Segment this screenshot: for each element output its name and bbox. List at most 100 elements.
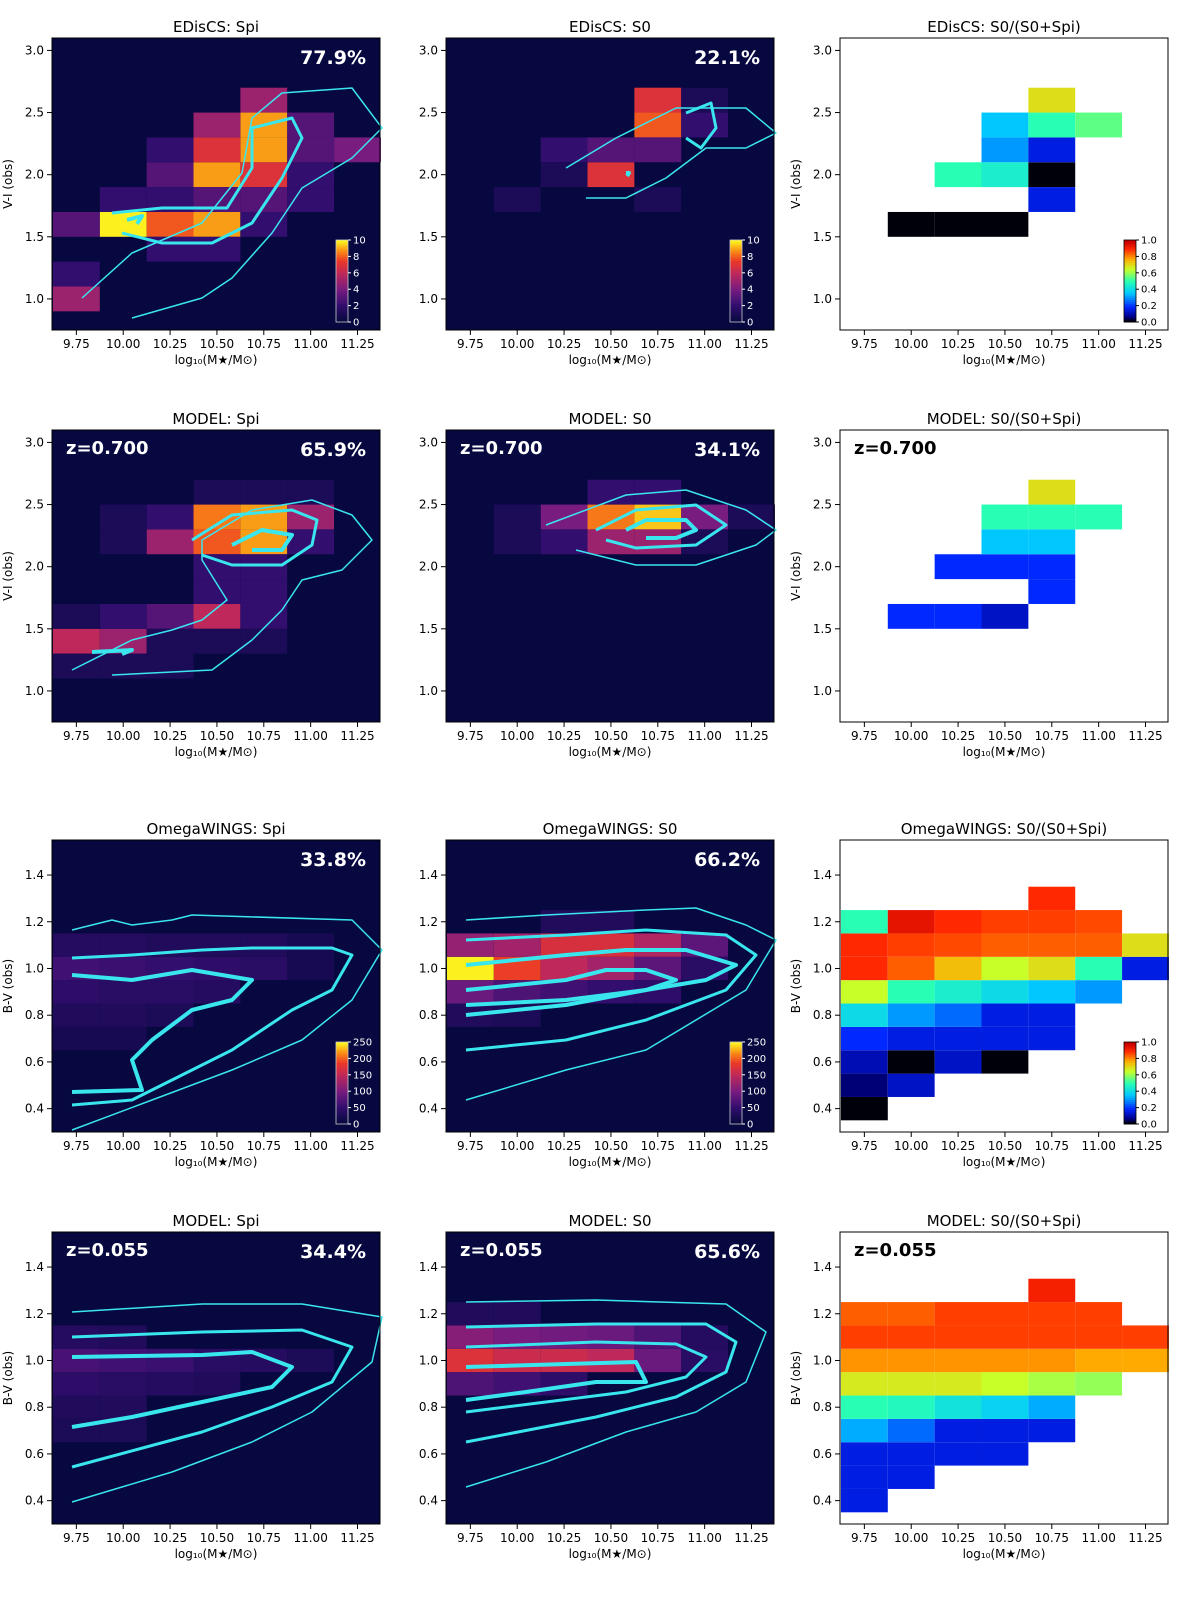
heatmap-cell — [934, 1418, 982, 1443]
heatmap-cell — [1122, 933, 1169, 957]
colorbar-segment — [336, 305, 348, 309]
heatmap-cell — [99, 1348, 147, 1373]
colorbar-segment — [336, 311, 348, 315]
colorbar-segment — [1124, 1054, 1136, 1057]
heatmap-cell — [52, 653, 100, 679]
x-tick-label: 11.25 — [1128, 729, 1162, 743]
colorbar-segment — [336, 315, 348, 319]
x-tick-label: 10.75 — [641, 337, 675, 351]
y-tick-label: 1.5 — [813, 230, 832, 244]
density-contour — [565, 107, 777, 199]
colorbar-segment — [1124, 311, 1136, 315]
colorbar-segment — [336, 1097, 348, 1100]
x-tick-label: 11.25 — [734, 1139, 768, 1153]
colorbar-segment — [336, 1062, 348, 1066]
heatmap-cell — [52, 261, 100, 287]
colorbar-segment — [1124, 1109, 1136, 1113]
colorbar-segment — [1124, 1121, 1136, 1125]
heatmap-cell — [1075, 504, 1123, 530]
heatmap-cell — [1028, 579, 1076, 604]
chart-panel-3: MODEL: Spi 9.75 10.00 10.25 10.50 10.75 11.00 1… — [1, 410, 381, 759]
colorbar-segment — [1124, 1074, 1136, 1078]
chart-panel-2: EDisCS: S0/(S0+Spi) 9.75 10.00 10.25 10.50 10… — [789, 18, 1169, 367]
heatmap-cell — [99, 1372, 147, 1396]
colorbar-segment — [336, 1052, 348, 1055]
heatmap-cell — [981, 1395, 1029, 1419]
colorbar-segment — [336, 1115, 348, 1119]
colorbar-segment — [1124, 309, 1136, 313]
y-tick-label: 1.0 — [25, 1353, 44, 1367]
density-contour — [71, 1350, 294, 1429]
colorbar-segment — [1124, 1076, 1136, 1080]
heatmap-cell — [1028, 1395, 1076, 1419]
y-tick-label: 1.4 — [25, 868, 44, 882]
heatmap-cell — [981, 211, 1029, 237]
colorbar-segment — [336, 1058, 348, 1061]
heatmap-cell — [287, 1348, 335, 1373]
heatmap-cell — [99, 1395, 147, 1419]
heatmap-cell — [887, 980, 935, 1004]
heatmap-cell — [887, 1026, 935, 1051]
density-contour — [71, 499, 373, 676]
heatmap-cell — [981, 529, 1029, 555]
heatmap-cell — [146, 1348, 194, 1373]
colorbar-tick-label: 8 — [747, 252, 753, 263]
x-tick-label: 11.00 — [687, 337, 721, 351]
colorbar-tick-label: 250 — [353, 1038, 372, 1049]
y-tick-label: 1.5 — [419, 622, 438, 636]
heatmap-cell — [1075, 933, 1123, 957]
density-contour — [91, 648, 134, 656]
colorbar-frame — [1123, 239, 1137, 323]
colorbar-tick-label: 150 — [353, 1070, 372, 1081]
colorbar-tick-label: 2 — [353, 301, 359, 312]
heatmap-cell — [981, 1325, 1029, 1349]
heatmap-cell — [1028, 504, 1076, 530]
colorbar-segment — [336, 1117, 348, 1121]
y-axis-label: B-V (obs) — [1, 1351, 15, 1405]
percentage-label: 34.1% — [694, 439, 760, 461]
heatmap-cell — [887, 1003, 935, 1027]
y-tick-label: 0.4 — [419, 1494, 438, 1508]
heatmap-cell — [193, 162, 241, 188]
x-tick-label: 10.50 — [200, 1139, 234, 1153]
y-tick-label: 1.0 — [813, 684, 832, 698]
heatmap-cell — [1122, 956, 1169, 981]
x-tick-label: 11.25 — [734, 1531, 768, 1545]
y-tick-label: 1.2 — [419, 915, 438, 929]
colorbar-segment — [1124, 1052, 1136, 1055]
colorbar-segment — [336, 240, 348, 243]
heatmap-cell — [240, 956, 288, 981]
heatmap-cell — [1028, 910, 1076, 934]
colorbar-segment — [336, 1111, 348, 1115]
colorbar-segment — [336, 1078, 348, 1082]
colorbar-segment — [336, 258, 348, 261]
colorbar-segment — [730, 1060, 742, 1063]
heatmap-cell — [587, 1325, 635, 1349]
colorbar-segment — [730, 311, 742, 315]
colorbar-segment — [730, 1087, 742, 1090]
heatmap-cell — [52, 628, 100, 654]
colorbar-tick-label: 10 — [353, 236, 366, 247]
heatmap-cell — [1028, 1418, 1076, 1443]
colorbar-segment — [730, 289, 742, 292]
x-tick-label: 11.00 — [293, 337, 327, 351]
heatmap-cell — [446, 1325, 494, 1349]
colorbar-segment — [1124, 1072, 1136, 1076]
colorbar-segment — [1124, 254, 1136, 257]
colorbar-segment — [1124, 317, 1136, 321]
heatmap-cell — [887, 1325, 935, 1349]
colorbar-segment — [1124, 297, 1136, 300]
heatmap-cell — [240, 933, 288, 957]
y-axis-label: V-I (obs) — [1, 159, 15, 209]
colorbar-tick-label: 0.6 — [1141, 268, 1157, 279]
heatmap-cell — [887, 1302, 935, 1326]
colorbar-segment — [336, 1121, 348, 1125]
x-axis-label: log₁₀(M★/M⊙) — [569, 1547, 652, 1561]
plot-frame — [839, 37, 1169, 331]
colorbar-segment — [1124, 256, 1136, 259]
heatmap-cell — [681, 1325, 729, 1349]
density-contour — [465, 1299, 767, 1488]
heatmap-cell — [934, 933, 982, 957]
heatmap-cell — [934, 603, 982, 629]
x-tick-label: 10.75 — [247, 1531, 281, 1545]
